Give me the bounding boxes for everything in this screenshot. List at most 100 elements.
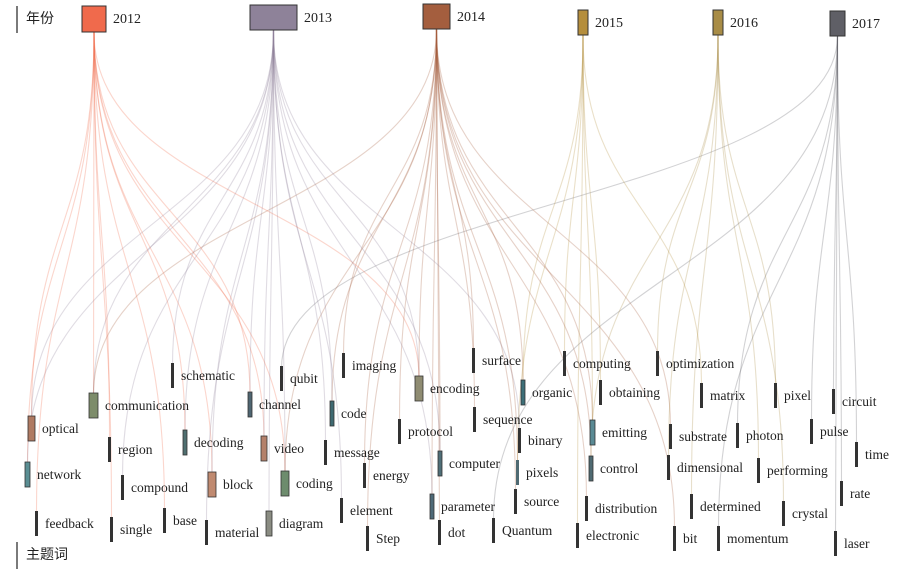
keyword-node-performing[interactable] (757, 458, 760, 483)
keyword-label-electronic: electronic (586, 528, 639, 543)
keyword-node-message[interactable] (324, 440, 327, 465)
link-2016-performing (717, 34, 760, 461)
link-2017-pulse (810, 35, 839, 422)
keyword-node-parameter[interactable] (429, 493, 435, 520)
keyword-node-pixels[interactable] (516, 460, 519, 485)
year-node-2012[interactable] (81, 5, 107, 33)
keyword-node-pulse[interactable] (810, 419, 813, 444)
link-2014-dot (435, 28, 441, 523)
keyword-node-decoding[interactable] (182, 429, 188, 456)
year-label-2012: 2012 (113, 12, 141, 27)
keyword-node-protocol[interactable] (398, 419, 401, 444)
keyword-node-element[interactable] (340, 498, 343, 523)
keyword-node-optical[interactable] (27, 415, 36, 442)
year-node-2014[interactable] (422, 3, 451, 30)
keyword-label-single: single (120, 522, 152, 537)
keyword-node-substrate[interactable] (669, 424, 672, 449)
link-2012-feedback (35, 31, 95, 514)
keyword-node-network[interactable] (24, 461, 31, 488)
keyword-label-computing: computing (573, 356, 631, 371)
link-2016-pixel (717, 34, 777, 386)
keyword-node-step[interactable] (366, 526, 369, 551)
keyword-label-laser: laser (844, 536, 870, 551)
keyword-node-block[interactable] (207, 471, 217, 498)
keyword-node-surface[interactable] (472, 348, 475, 373)
keyword-node-dimensional[interactable] (667, 455, 670, 480)
year-axis-title: 年份 (26, 11, 54, 27)
keyword-node-diagram[interactable] (265, 510, 273, 537)
keyword-node-code[interactable] (329, 400, 335, 427)
link-2016-determined (690, 34, 719, 497)
year-node-2016[interactable] (712, 9, 724, 36)
link-2012-single (93, 31, 113, 520)
keyword-node-source[interactable] (514, 489, 517, 514)
keyword-label-pixel: pixel (784, 388, 811, 403)
keyword-label-dot: dot (448, 525, 466, 540)
keyword-label-feedback: feedback (45, 516, 94, 531)
keyword-node-energy[interactable] (363, 463, 366, 488)
keyword-label-binary: binary (528, 433, 563, 448)
keyword-node-computing[interactable] (563, 351, 566, 376)
link-2015-computing (563, 34, 584, 354)
keyword-node-base[interactable] (163, 508, 166, 533)
link-2014-communication (92, 28, 438, 396)
keyword-node-pixel[interactable] (774, 383, 777, 408)
keyword-node-distribution[interactable] (585, 496, 588, 521)
link-2015-electronic (576, 34, 584, 526)
keyword-node-coding[interactable] (280, 470, 290, 497)
year-node-2013[interactable] (249, 4, 298, 31)
keyword-node-time[interactable] (855, 442, 858, 467)
keyword-node-matrix[interactable] (700, 383, 703, 408)
keyword-label-obtaining: obtaining (609, 385, 660, 400)
keyword-node-electronic[interactable] (576, 523, 579, 548)
keyword-label-organic: organic (532, 385, 572, 400)
keyword-label-channel: channel (259, 397, 301, 412)
keyword-node-channel[interactable] (247, 391, 253, 418)
keyword-node-schematic[interactable] (171, 363, 174, 388)
keyword-node-crystal[interactable] (782, 501, 785, 526)
keyword-node-material[interactable] (205, 520, 208, 545)
keyword-node-region[interactable] (108, 437, 111, 462)
keyword-label-emitting: emitting (602, 425, 647, 440)
keyword-node-optimization[interactable] (656, 351, 659, 376)
keyword-node-momentum[interactable] (717, 526, 720, 551)
keyword-node-photon[interactable] (736, 423, 739, 448)
keyword-node-single[interactable] (110, 517, 113, 542)
keyword-node-binary[interactable] (518, 428, 521, 453)
keyword-node-quantum[interactable] (492, 518, 495, 543)
keyword-node-bit[interactable] (673, 526, 676, 551)
keyword-node-communication[interactable] (88, 392, 99, 419)
keyword-node-organic[interactable] (520, 379, 526, 406)
link-2014-energy (363, 28, 438, 466)
keyword-label-time: time (865, 447, 889, 462)
keyword-node-video[interactable] (260, 435, 268, 462)
keyword-node-control[interactable] (588, 455, 594, 482)
keyword-label-video: video (274, 441, 304, 456)
keyword-label-performing: performing (767, 463, 828, 478)
keyword-label-coding: coding (296, 476, 333, 491)
keyword-node-feedback[interactable] (35, 511, 38, 536)
keyword-node-compound[interactable] (121, 475, 124, 500)
year-label-2014: 2014 (457, 10, 485, 25)
keyword-node-computer[interactable] (437, 450, 443, 477)
year-node-2015[interactable] (577, 9, 589, 36)
keyword-node-circuit[interactable] (832, 389, 835, 414)
link-2013-parameter (272, 29, 433, 497)
keyword-node-determined[interactable] (690, 494, 693, 519)
keyword-node-dot[interactable] (438, 520, 441, 545)
keyword-node-sequence[interactable] (473, 407, 476, 432)
keyword-label-diagram: diagram (279, 516, 324, 531)
keyword-node-obtaining[interactable] (599, 380, 602, 405)
keyword-axis-title: 主题词 (26, 547, 68, 563)
keyword-label-encoding: encoding (430, 381, 480, 396)
keyword-node-imaging[interactable] (342, 353, 345, 378)
keyword-node-encoding[interactable] (414, 375, 424, 402)
keyword-node-qubit[interactable] (280, 366, 283, 391)
keyword-node-rate[interactable] (840, 481, 843, 506)
keyword-node-laser[interactable] (834, 531, 837, 556)
link-2014-imaging (342, 28, 438, 356)
link-2016-optimization (656, 34, 719, 354)
year-node-2017[interactable] (829, 10, 846, 37)
keyword-node-emitting[interactable] (589, 419, 596, 446)
